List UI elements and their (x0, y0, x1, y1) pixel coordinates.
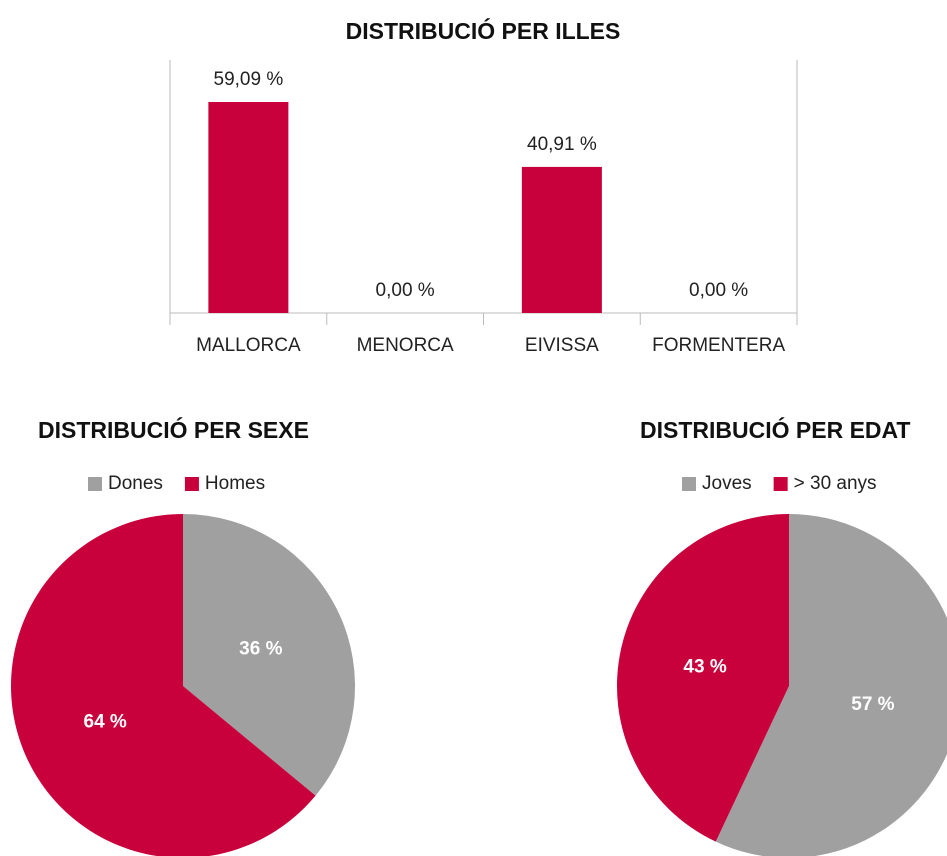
legend-label: Joves (702, 473, 752, 494)
chart-title: DISTRIBUCIÓ PER EDAT (640, 416, 910, 443)
legend-label: > 30 anys (794, 473, 877, 494)
legend-label: Homes (205, 473, 265, 494)
data-label: 57 % (851, 694, 894, 715)
data-label: 36 % (239, 638, 282, 659)
legend-swatch (184, 477, 199, 491)
data-label: 0,00 % (689, 280, 748, 301)
data-label: 0,00 % (376, 280, 435, 301)
x-tick-label: MALLORCA (196, 335, 301, 356)
bar (521, 166, 602, 313)
pie-slice (10, 514, 316, 856)
chart-title: DISTRIBUCIÓ PER ILLES (346, 17, 621, 44)
pie-slice (183, 514, 355, 796)
data-label: 40,91 % (527, 134, 597, 155)
legend-label: Dones (108, 473, 163, 494)
data-label: 43 % (683, 656, 726, 677)
legend-swatch (88, 477, 102, 491)
pie-slice (715, 514, 947, 856)
data-label: 64 % (84, 712, 127, 733)
pie-slice (617, 514, 789, 842)
bar (208, 102, 289, 313)
x-tick-label: MENORCA (357, 335, 454, 356)
x-tick-label: FORMENTERA (652, 335, 785, 356)
x-tick-label: EIVISSA (525, 335, 599, 356)
data-label: 59,09 % (214, 69, 284, 90)
chart-title: DISTRIBUCIÓ PER SEXE (38, 416, 309, 443)
legend-swatch (773, 477, 788, 491)
legend-swatch (682, 477, 696, 491)
